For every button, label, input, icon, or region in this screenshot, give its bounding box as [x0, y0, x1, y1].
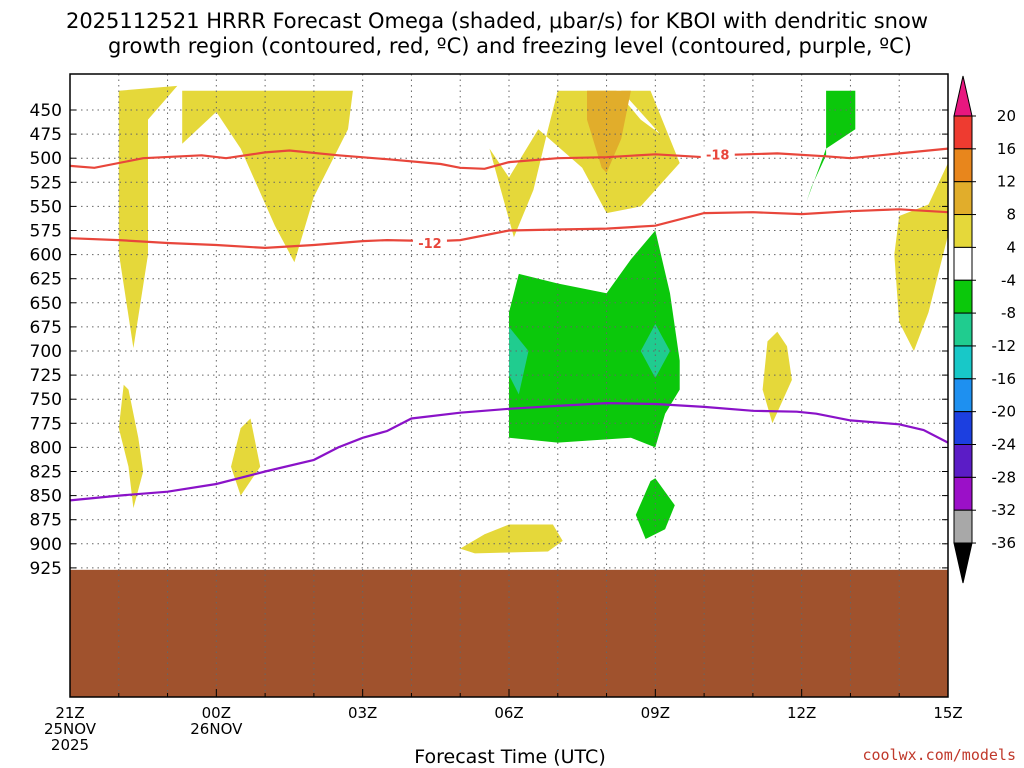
colorbar-top-arrow — [953, 75, 973, 117]
y-tick-label-825: 825 — [30, 463, 62, 483]
colorbar-bin-9 — [953, 378, 973, 413]
omega-region-10 — [509, 230, 680, 448]
x-tick-label-0-2: 2025 — [51, 736, 89, 754]
plot-gridlines — [70, 74, 948, 697]
colorbar-bin-7 — [953, 312, 973, 347]
colorbar-bin-10 — [953, 411, 973, 445]
dgz-contour-1 — [70, 208, 948, 250]
colorbar-label-11: -28 — [992, 468, 1017, 486]
omega-region-8 — [460, 524, 563, 554]
colorbar-label-10: -24 — [992, 436, 1017, 454]
colorbar-label-1: 16 — [997, 140, 1016, 158]
omega-region-3 — [587, 90, 631, 173]
colorbar-bin-2 — [953, 148, 973, 183]
omega-region-0 — [118, 85, 178, 349]
colorbar-bin-3 — [953, 181, 973, 216]
colorbar-label-7: -12 — [992, 337, 1017, 355]
x-tick-label-3-0: 06Z — [494, 704, 523, 722]
chart-title-line1: 2025112521 HRRR Forecast Omega (shaded, … — [66, 9, 928, 33]
freezing-level-line — [70, 401, 948, 502]
y-tick-label-900: 900 — [30, 535, 62, 555]
omega-shaded-regions — [70, 85, 948, 697]
y-tick-label-450: 450 — [30, 101, 62, 121]
colorbar-bin-11 — [953, 444, 973, 478]
colorbar-label-12: -32 — [992, 501, 1017, 519]
y-tick-label-775: 775 — [30, 414, 62, 434]
colorbar-label-6: -8 — [1001, 304, 1016, 322]
dgz-contour-label-1: -12 — [418, 237, 442, 252]
colorbar-label-5: -4 — [1001, 271, 1016, 289]
y-tick-label-600: 600 — [30, 246, 62, 266]
y-tick-label-625: 625 — [30, 270, 62, 290]
y-tick-label-500: 500 — [30, 149, 62, 169]
colorbar-bin-1 — [953, 115, 973, 150]
y-tick-label-850: 850 — [30, 487, 62, 507]
x-tick-label-2-0: 03Z — [348, 704, 377, 722]
colorbar-label-0: 20 — [997, 107, 1016, 125]
y-tick-label-575: 575 — [30, 222, 62, 242]
dgz-contour-0 — [70, 147, 948, 170]
colorbar-label-4: 4 — [1006, 238, 1016, 256]
colorbar-bin-8 — [953, 345, 973, 380]
y-tick-label-700: 700 — [30, 342, 62, 362]
x-tick-label-5-0: 12Z — [787, 704, 816, 722]
omega-region-11 — [509, 326, 529, 395]
omega-region-4 — [118, 384, 144, 509]
colorbar-bin-13 — [953, 509, 973, 544]
colorbar-label-8: -16 — [992, 370, 1017, 388]
y-tick-label-650: 650 — [30, 294, 62, 314]
y-tick-label-675: 675 — [30, 318, 62, 338]
dgz-label-bg-0 — [700, 146, 735, 163]
x-tick-label-0-1: 25NOV — [44, 720, 97, 738]
x-tick-label-0-0: 21Z — [55, 704, 84, 722]
omega-region-1 — [182, 90, 353, 263]
y-tick-label-800: 800 — [30, 438, 62, 458]
colorbar-label-2: 12 — [997, 173, 1016, 191]
y-tick-label-525: 525 — [30, 173, 62, 193]
x-axis-title: Forecast Time (UTC) — [414, 746, 605, 768]
y-tick-label-875: 875 — [30, 511, 62, 531]
colorbar-label-3: 8 — [1006, 206, 1016, 224]
y-axis-pressure: 450 475 500 525 550 575 600 625 650 675 700 725 750 7… — [30, 101, 948, 579]
omega-region-2 — [489, 90, 680, 238]
omega-region-7 — [894, 163, 948, 351]
x-tick-label-1-0: 00Z — [202, 704, 231, 722]
credit-link[interactable]: coolwx.com/models — [862, 746, 1016, 764]
colorbar-label-9: -20 — [992, 403, 1017, 421]
y-tick-label-725: 725 — [30, 366, 62, 386]
dgz-label-bg-1 — [412, 235, 447, 252]
x-tick-label-1-1: 26NOV — [190, 720, 243, 738]
colorbar-bottom-arrow — [953, 542, 973, 584]
omega-region-5 — [231, 418, 261, 496]
colorbar-bin-6 — [953, 279, 973, 314]
chart-title-line2: growth region (contoured, red, ºC) and f… — [108, 34, 912, 58]
colorbar-bin-4 — [953, 214, 973, 248]
colorbar-bin-5 — [953, 246, 973, 281]
dgz-contour-label-0: -18 — [706, 148, 730, 163]
omega-region-9 — [806, 90, 856, 202]
omega-region-6 — [762, 331, 792, 424]
terrain-strip — [70, 569, 948, 697]
y-tick-label-550: 550 — [30, 197, 62, 217]
colorbar-bin-12 — [953, 476, 973, 511]
x-tick-label-4-0: 09Z — [641, 704, 670, 722]
colorbar-label-13: -36 — [992, 534, 1017, 552]
y-tick-label-925: 925 — [30, 559, 62, 579]
contour-lines: -18 -12 — [70, 146, 948, 502]
colorbar-legend: 20 16 12 8 4 -4 -8 -12 -16 -20 -24 -28 -32 -36 — [953, 75, 1017, 584]
y-tick-label-475: 475 — [30, 125, 62, 145]
y-tick-label-750: 750 — [30, 390, 62, 410]
x-tick-label-6-0: 15Z — [933, 704, 962, 722]
omega-region-12 — [640, 324, 670, 378]
